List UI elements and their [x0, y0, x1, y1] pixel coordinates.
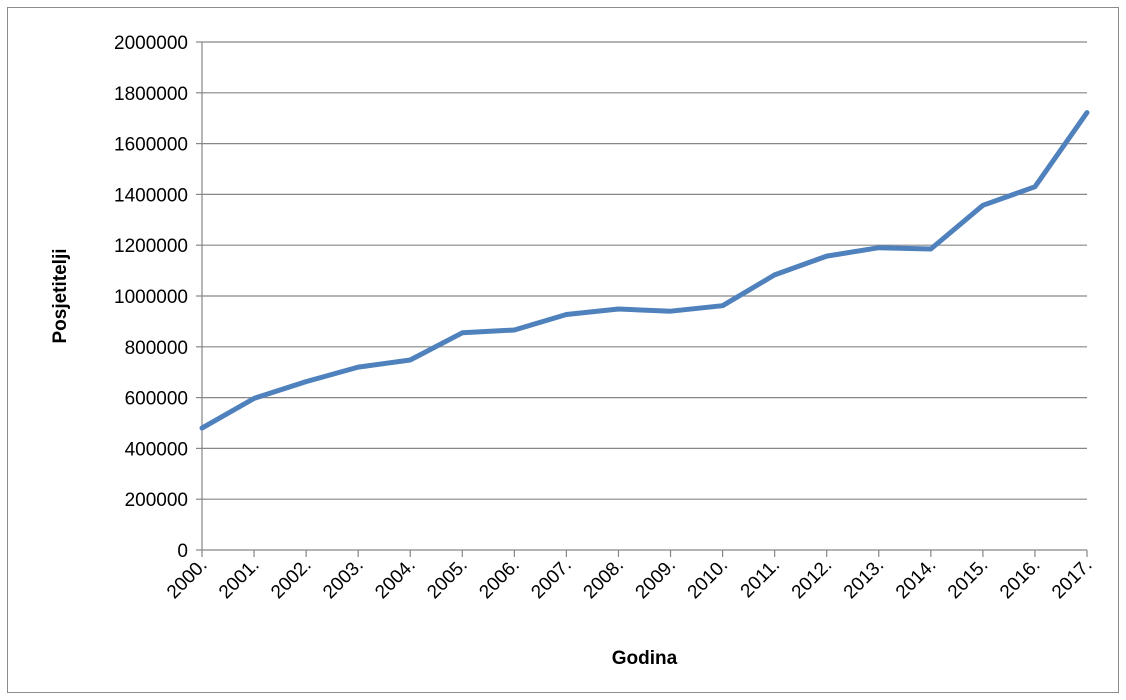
x-tick-labels: 2000. 2001. 2002. 2003. 2004. 2005. 2006. 2007.…: [163, 555, 1096, 603]
x-tick-label: 2008.: [580, 555, 628, 603]
y-tick-label: 0: [177, 541, 188, 562]
y-tick-label: 1800000: [114, 84, 188, 105]
chart-frame: [7, 7, 1119, 693]
x-tick-label: 2016.: [996, 555, 1044, 603]
y-tick-label: 1400000: [114, 185, 188, 206]
x-axis-title: Godina: [612, 648, 678, 669]
x-tick-label: 2015.: [944, 555, 992, 603]
y-tick-label: 1200000: [114, 236, 188, 257]
gridlines: [202, 41, 1087, 500]
y-tick-label: 400000: [125, 439, 188, 460]
y-tick-label: 1000000: [114, 287, 188, 308]
y-axis-title: Posjetitelji: [50, 248, 71, 343]
axes: [196, 41, 1088, 557]
x-tick-label: 2004.: [371, 555, 419, 603]
y-tick-label: 800000: [125, 338, 188, 359]
x-tick-label: 2002.: [267, 555, 315, 603]
x-tick-label: 2006.: [475, 555, 523, 603]
x-tick-label: 2003.: [319, 555, 367, 603]
y-tick-labels: 0 200000 400000 600000 800000 1000000 1200000 1…: [114, 33, 188, 562]
x-tick-label: 2005.: [423, 555, 471, 603]
y-tick-label: 600000: [125, 389, 188, 410]
x-tick-label: 2007.: [527, 555, 575, 603]
series-line: [199, 110, 1090, 431]
x-tick-label: 2013.: [840, 555, 888, 603]
x-tick-label: 2011.: [737, 555, 784, 602]
x-tick-label: 2001.: [215, 555, 263, 603]
x-tick-label: 2010.: [684, 555, 732, 603]
y-tick-label: 1600000: [114, 135, 188, 156]
y-tick-label: 200000: [125, 490, 188, 511]
y-tick-label: 2000000: [114, 33, 188, 54]
x-tick-label: 2017.: [1048, 555, 1096, 603]
x-tick-label: 2009.: [632, 555, 680, 603]
x-tick-label: 2012.: [788, 555, 836, 603]
x-tick-label: 2014.: [892, 555, 940, 603]
